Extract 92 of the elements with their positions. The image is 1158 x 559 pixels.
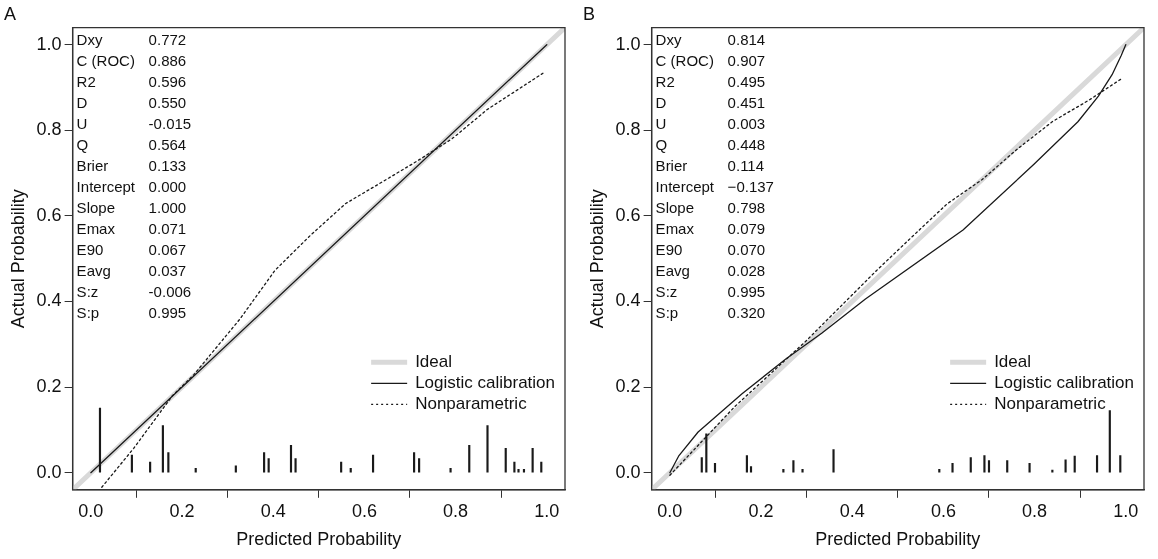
x-tick-label: 0.0 [78,500,104,521]
y-tick-label: 0.0 [615,461,641,482]
annotation: 0.995 [727,283,766,301]
legend-label: Logistic calibration [415,372,556,392]
x-tick-label: 0.6 [351,500,377,521]
annotation: S:z [76,283,99,301]
annotation: 0.079 [727,220,766,238]
y-tick-label: 0.2 [615,376,641,397]
annotation: 1.000 [148,199,187,217]
annotation: Intercept [655,178,715,196]
annotation: C (ROC) [655,52,714,70]
annotation: 0.564 [148,136,187,154]
annotation: 0.550 [148,94,187,112]
x-axis-title: Predicted Probability [236,529,402,550]
annotation: 0.798 [727,199,766,217]
annotation: Intercept [76,178,136,196]
annotation: 0.071 [148,220,187,238]
x-tick-label: 0.2 [169,500,195,521]
annotation: U [655,115,667,133]
annotation: Q [655,136,668,154]
annotation: 0.003 [727,115,766,133]
y-axis-title: Actual Probability [586,189,607,329]
annotation: Slope [76,199,115,217]
legend-label: Nonparametric [415,393,528,413]
y-tick-label: 1.0 [36,33,62,54]
annotation: Eavg [655,262,690,280]
annotation: -0.006 [148,283,192,301]
annotation: R2 [76,73,96,91]
y-tick-label: 0.8 [615,119,641,140]
x-tick-label: 0.8 [1022,500,1048,521]
annotation: 0.907 [727,52,766,70]
x-tick-label: 0.6 [930,500,956,521]
annotation: 0.037 [148,262,187,280]
y-tick-label: 0.4 [615,290,641,311]
x-tick-label: 0.4 [260,500,286,521]
annotation: E90 [76,241,104,259]
annotation: 0.067 [148,241,187,259]
annotation: R2 [655,73,675,91]
annotation: -0.015 [148,115,192,133]
annotation: S:p [76,304,100,322]
x-tick-label: 1.0 [1113,500,1139,521]
y-tick-label: 1.0 [615,33,641,54]
annotation: Eavg [76,262,111,280]
x-tick-label: 1.0 [534,500,560,521]
legend-label: Ideal [994,351,1032,371]
annotation: U [76,115,88,133]
legend-label: Nonparametric [994,393,1107,413]
annotation: 0.886 [148,52,187,70]
annotation: −0.137 [727,178,774,196]
y-tick-label: 0.6 [615,204,641,225]
y-tick-label: 0.4 [36,290,62,311]
annotation: 0.814 [727,31,766,49]
annotation: C (ROC) [76,52,135,70]
annotation: D [655,94,667,112]
x-axis-title: Predicted Probability [815,529,981,550]
annotation: 0.114 [727,157,765,175]
annotation: Brier [655,157,688,175]
annotation: Dxy [655,31,682,49]
x-tick-label: 0.8 [443,500,469,521]
legend-label: Ideal [415,351,453,371]
annotation: Emax [655,220,695,238]
x-tick-label: 0.0 [657,500,683,521]
annotation: Q [76,136,89,154]
annotation: 0.320 [727,304,766,322]
annotation: 0.070 [727,241,766,259]
annotation: Emax [76,220,116,238]
chart-title: B [583,3,596,24]
annotation: 0.995 [148,304,187,322]
annotation: E90 [655,241,683,259]
annotation: S:p [655,304,679,322]
annotation: 0.772 [148,31,187,49]
y-tick-label: 0.2 [36,376,62,397]
annotation: 0.596 [148,73,187,91]
y-tick-label: 0.0 [36,461,62,482]
annotation: Slope [655,199,694,217]
y-tick-label: 0.8 [36,119,62,140]
x-tick-label: 0.4 [839,500,865,521]
y-axis-title: Actual Probability [7,189,28,329]
annotation: S:z [655,283,678,301]
annotation: 0.451 [727,94,766,112]
legend-label: Logistic calibration [994,372,1135,392]
annotation: 0.133 [148,157,187,175]
annotation: 0.000 [148,178,187,196]
annotation: 0.448 [727,136,766,154]
x-tick-label: 0.2 [748,500,774,521]
annotation: 0.028 [727,262,766,280]
annotation: Brier [76,157,109,175]
annotation: 0.495 [727,73,766,91]
annotation: Dxy [76,31,103,49]
chart-title: A [4,3,17,24]
annotation: D [76,94,88,112]
y-tick-label: 0.6 [36,204,62,225]
